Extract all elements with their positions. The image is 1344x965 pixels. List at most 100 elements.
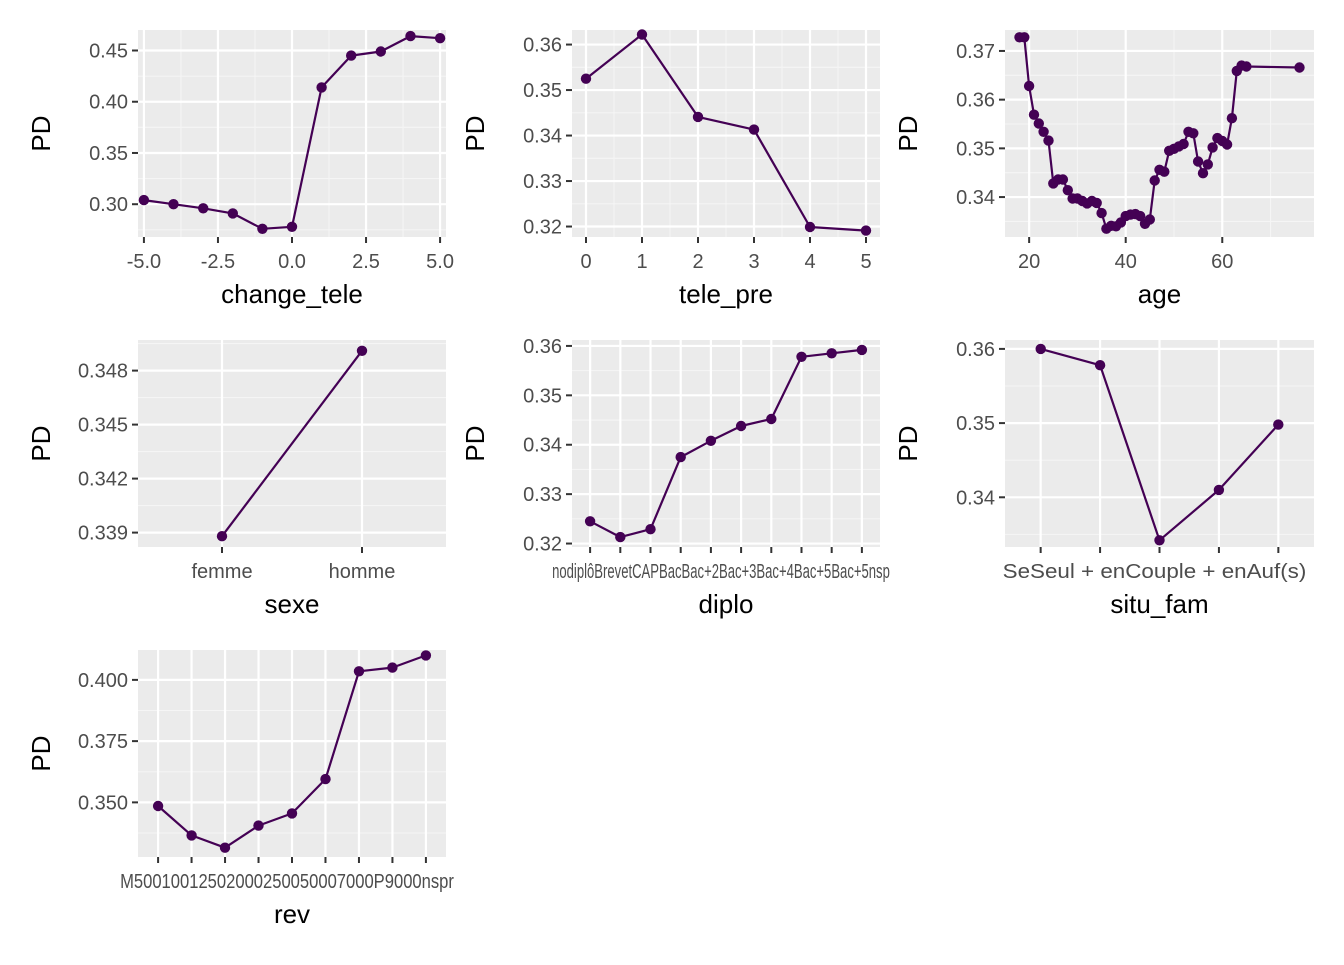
- x-tick-label: homme: [329, 561, 396, 583]
- data-point: [1273, 419, 1284, 430]
- data-point: [286, 221, 298, 232]
- x-axis-title: diplo: [699, 589, 754, 619]
- data-point: [636, 29, 648, 40]
- data-point: [1197, 168, 1209, 179]
- series-points: [1035, 343, 1284, 546]
- x-tick-label: 60: [1211, 251, 1233, 273]
- x-tick-label: 4: [804, 251, 815, 273]
- y-tick-label: 0.34: [523, 435, 562, 457]
- x-axis-title: sexe: [265, 589, 320, 619]
- gridlines: [572, 340, 880, 547]
- data-point: [375, 46, 386, 57]
- x-axis: M50010012502000250050007000P9000nspr: [120, 857, 454, 893]
- x-axis-title: age: [1138, 279, 1181, 309]
- series-points: [584, 344, 868, 543]
- data-point: [1207, 142, 1218, 153]
- series-line: [585, 33, 867, 232]
- y-axis: 0.339 0.342 0.345 0.348: [78, 361, 138, 545]
- y-tick-label: 0.342: [78, 469, 128, 491]
- y-tick-label: 0.34: [523, 126, 562, 148]
- panel-situ_fam: 0.34 0.35 0.36 SeSeul + enCouple + enAuf(s)…: [893, 339, 1314, 619]
- data-point: [1159, 166, 1170, 177]
- data-point: [1202, 159, 1214, 170]
- y-axis-title: PD: [26, 425, 56, 461]
- y-tick-label: 0.33: [523, 171, 562, 193]
- data-point: [1043, 135, 1054, 146]
- y-axis-title: PD: [460, 115, 490, 151]
- y-tick-label: 0.339: [78, 523, 128, 545]
- x-axis: -5.0 -2.5 0.0 2.5 5.0: [127, 237, 454, 273]
- y-tick-label: 0.34: [956, 487, 995, 509]
- panel-background: [1005, 30, 1314, 237]
- data-point: [1057, 174, 1069, 185]
- x-tick-label: 0.0: [278, 251, 306, 273]
- series-line: [221, 350, 363, 537]
- y-tick-label: 0.35: [956, 413, 995, 435]
- series-points: [152, 650, 432, 853]
- x-axis-title: tele_pre: [679, 279, 773, 309]
- data-point: [804, 221, 816, 233]
- y-tick-label: 0.35: [523, 385, 562, 407]
- series-points: [1014, 32, 1305, 234]
- data-point: [766, 413, 777, 425]
- data-point: [1091, 197, 1102, 209]
- data-point: [735, 420, 747, 432]
- data-point: [1221, 139, 1233, 150]
- data-point: [1294, 62, 1305, 73]
- data-point: [692, 111, 704, 123]
- y-axis: 0.34 0.35 0.36 0.37: [956, 41, 1005, 209]
- series-line: [589, 348, 863, 539]
- y-axis-title: PD: [26, 115, 56, 151]
- gridlines: [572, 30, 880, 237]
- data-point: [286, 808, 298, 819]
- x-tick-label: 2: [692, 251, 703, 273]
- data-point: [748, 124, 760, 135]
- data-point: [675, 451, 686, 463]
- x-axis: SeSeul + enCouple + enAuf(s): [1003, 547, 1307, 583]
- x-axis-title: change_tele: [221, 279, 363, 309]
- x-tick-label: SeSeul + enCouple + enAuf(s): [1003, 561, 1307, 583]
- panel-sexe: 0.339 0.342 0.345 0.348 femme homme sexe PD: [26, 340, 446, 619]
- y-tick-label: 0.33: [523, 484, 562, 506]
- data-point: [796, 351, 807, 362]
- data-point: [219, 842, 231, 853]
- y-tick-label: 0.345: [78, 415, 128, 437]
- x-tick-label: 2.5: [352, 251, 380, 273]
- data-point: [1028, 109, 1040, 120]
- panel-age: 0.34 0.35 0.36 0.37 20 40 60 age PD: [893, 30, 1314, 309]
- data-point: [1149, 175, 1160, 186]
- panel-change_tele: 0.30 0.35 0.40 0.45 -5.0 -2.5 0.0 2.5 5.0 change_…: [26, 30, 454, 309]
- y-tick-label: 0.35: [956, 138, 995, 160]
- y-tick-label: 0.36: [956, 90, 995, 112]
- data-point: [353, 666, 365, 677]
- data-point: [138, 194, 150, 206]
- panel-diplo: 0.32 0.33 0.34 0.35 0.36 nodiplôBrevetCAPBacB…: [460, 336, 890, 619]
- data-point: [580, 73, 592, 84]
- data-point: [152, 800, 164, 812]
- y-axis: 0.34 0.35 0.36: [956, 339, 1005, 509]
- data-point: [645, 524, 656, 535]
- data-point: [168, 199, 179, 210]
- data-point: [1154, 535, 1165, 546]
- data-point: [227, 208, 238, 219]
- data-point: [186, 830, 197, 841]
- gridlines: [138, 30, 446, 237]
- x-tick-label: -5.0: [127, 251, 161, 273]
- x-axis: 20 40 60: [1018, 237, 1233, 273]
- x-axis: nodiplôBrevetCAPBacBac+2Bac+3Bac+4Bac+5B…: [552, 547, 890, 583]
- data-point: [1144, 214, 1156, 225]
- x-axis: 0 1 2 3 4 5: [580, 237, 872, 273]
- x-tick-label: 3: [748, 251, 759, 273]
- data-point: [257, 223, 268, 234]
- x-tick-label: 40: [1115, 251, 1137, 273]
- x-tick-label: 5: [860, 251, 871, 273]
- y-tick-label: 0.32: [523, 534, 562, 556]
- data-point: [1023, 80, 1035, 92]
- data-point: [1035, 343, 1046, 355]
- y-tick-label: 0.36: [956, 339, 995, 361]
- y-tick-label: 0.37: [956, 41, 995, 63]
- data-point: [346, 50, 357, 61]
- data-point: [1019, 32, 1030, 43]
- series-points: [580, 29, 872, 236]
